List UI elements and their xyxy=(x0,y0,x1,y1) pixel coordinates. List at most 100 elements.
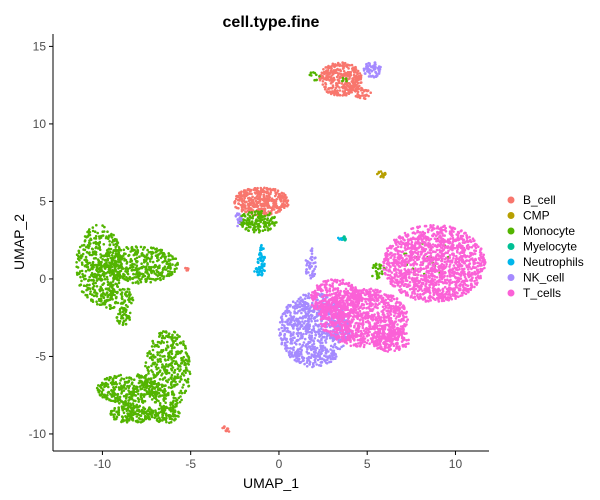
point xyxy=(302,300,305,304)
point xyxy=(142,385,145,389)
point xyxy=(361,91,364,95)
point xyxy=(99,393,103,397)
point xyxy=(179,341,183,345)
point xyxy=(127,405,130,409)
point xyxy=(360,81,363,84)
point xyxy=(117,386,121,389)
point xyxy=(257,265,261,269)
point xyxy=(106,287,110,291)
point xyxy=(325,77,328,80)
point xyxy=(132,384,136,388)
point xyxy=(141,248,145,251)
point xyxy=(325,350,328,353)
point xyxy=(273,204,277,208)
point xyxy=(320,327,323,331)
point xyxy=(138,255,141,258)
point xyxy=(437,283,441,286)
point xyxy=(107,268,111,272)
point xyxy=(268,228,272,231)
point xyxy=(309,261,312,265)
point xyxy=(164,384,167,387)
point xyxy=(182,359,186,363)
point xyxy=(441,288,444,291)
point xyxy=(142,246,146,249)
point xyxy=(91,261,94,265)
point xyxy=(151,412,154,415)
point xyxy=(263,269,266,273)
point xyxy=(156,277,159,281)
point xyxy=(433,265,437,269)
point xyxy=(157,345,160,349)
point xyxy=(319,352,323,356)
point xyxy=(100,386,103,390)
point xyxy=(292,315,296,319)
point xyxy=(113,255,116,258)
point xyxy=(147,372,150,375)
point xyxy=(312,325,315,328)
chart-title: cell.type.fine xyxy=(223,14,320,31)
point xyxy=(154,365,158,369)
point xyxy=(98,303,102,307)
point xyxy=(100,279,103,282)
point xyxy=(421,289,424,293)
point xyxy=(459,294,462,298)
point xyxy=(137,408,141,412)
point xyxy=(278,334,281,337)
point xyxy=(257,231,261,234)
point xyxy=(138,418,142,421)
point xyxy=(107,390,111,394)
point xyxy=(393,247,397,251)
point xyxy=(132,399,136,402)
point xyxy=(356,81,360,85)
point xyxy=(185,353,189,356)
point xyxy=(161,253,165,256)
point xyxy=(467,287,471,291)
point xyxy=(103,377,107,381)
point xyxy=(308,360,312,364)
point xyxy=(102,254,105,258)
point xyxy=(120,296,124,300)
point xyxy=(102,243,106,246)
point xyxy=(414,298,417,301)
point xyxy=(313,272,317,276)
point xyxy=(306,342,310,346)
point xyxy=(129,250,132,253)
point xyxy=(105,306,108,309)
point xyxy=(445,262,448,266)
point xyxy=(385,268,388,272)
point xyxy=(288,310,291,313)
point xyxy=(159,278,162,282)
point xyxy=(186,377,190,381)
point xyxy=(475,283,479,286)
point xyxy=(89,264,93,267)
point xyxy=(128,396,132,399)
point xyxy=(256,201,260,204)
point xyxy=(330,67,333,70)
point xyxy=(308,310,312,313)
point xyxy=(301,315,305,318)
point xyxy=(333,343,336,347)
point xyxy=(273,224,276,227)
point xyxy=(313,78,316,82)
point xyxy=(136,275,140,279)
point xyxy=(85,265,89,269)
point xyxy=(388,261,391,265)
point xyxy=(165,260,169,264)
point xyxy=(167,266,170,269)
point xyxy=(170,347,174,350)
point xyxy=(406,240,410,244)
point xyxy=(482,263,486,267)
point xyxy=(397,245,400,248)
point xyxy=(428,249,432,252)
point xyxy=(338,93,342,97)
point xyxy=(378,272,381,275)
point xyxy=(431,243,435,246)
point xyxy=(225,429,229,432)
point xyxy=(126,305,129,309)
point xyxy=(313,337,317,340)
point xyxy=(140,409,143,413)
point xyxy=(234,197,238,201)
point xyxy=(364,67,368,70)
point xyxy=(221,426,224,430)
point xyxy=(305,268,308,271)
